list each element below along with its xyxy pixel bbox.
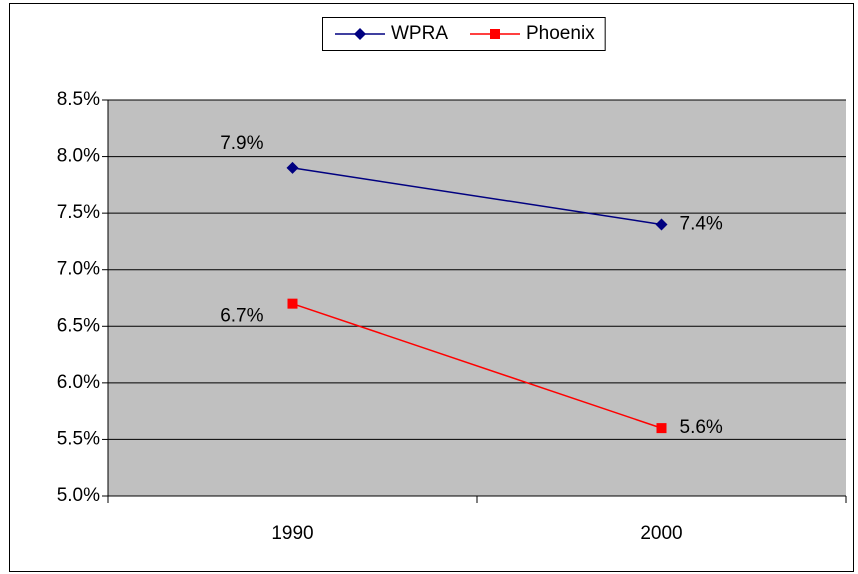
data-label: 7.9%: [220, 133, 263, 154]
y-tick-label: 8.0%: [57, 146, 100, 167]
x-tick-label: 1990: [271, 523, 313, 544]
legend-marker: [354, 28, 366, 40]
data-point: [655, 218, 668, 231]
x-tick-label: 2000: [640, 523, 682, 544]
legend-label: Phoenix: [526, 23, 595, 44]
data-point: [287, 298, 298, 309]
data-label: 7.4%: [680, 213, 723, 234]
y-tick-label: 6.5%: [57, 315, 100, 336]
y-tick-label: 7.0%: [57, 259, 100, 280]
plot-area: [108, 100, 846, 496]
data-label: 6.7%: [220, 306, 263, 327]
legend-marker: [490, 29, 500, 39]
series-line: [292, 167, 662, 226]
series-line: [292, 302, 662, 429]
data-point: [656, 423, 667, 434]
y-tick-label: 5.5%: [57, 428, 100, 449]
y-tick-label: 8.5%: [57, 89, 100, 110]
legend: WPRA Phoenix: [322, 17, 606, 51]
y-tick-label: 6.0%: [57, 372, 100, 393]
y-tick-label: 5.0%: [57, 485, 100, 506]
legend-label: WPRA: [391, 23, 448, 44]
y-tick-label: 7.5%: [57, 202, 100, 223]
data-point: [286, 161, 299, 174]
data-label: 5.6%: [680, 417, 723, 438]
